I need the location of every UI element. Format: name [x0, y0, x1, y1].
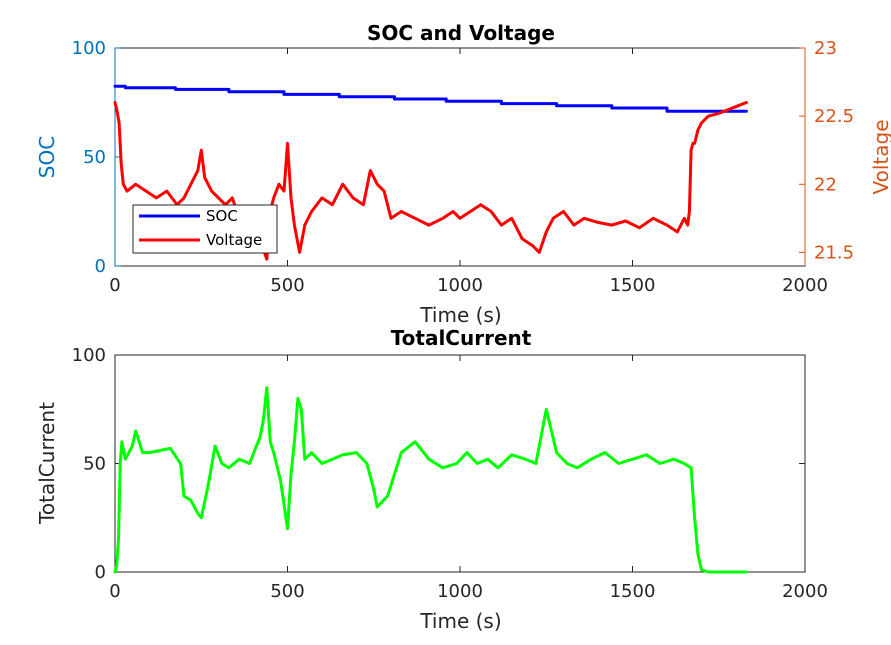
- soc-voltage-chart: 0 500 1000 1500 2000 0 50 100 21.5 22 22.5 23 SOC a…: [35, 21, 891, 327]
- top-y-right-tick-label: 21.5: [814, 242, 854, 263]
- top-y-right-axis-label: Voltage: [869, 119, 891, 194]
- top-x-tick-label: 2000: [782, 275, 828, 296]
- top-x-tick-label: 1500: [610, 275, 656, 296]
- top-y-right-tick-label: 23: [814, 38, 837, 59]
- top-x-tick-label: 0: [109, 275, 120, 296]
- legend-box: [132, 204, 278, 254]
- bottom-x-tick-label: 1500: [610, 581, 656, 602]
- bottom-x-axis-label: Time (s): [419, 609, 501, 633]
- top-axis-ticks: 0 500 1000 1500 2000 0 50 100 21.5 22 22.5 23: [72, 38, 854, 296]
- bottom-y-tick-label: 50: [83, 454, 106, 475]
- legend-soc-label: SOC: [206, 207, 238, 225]
- bottom-x-tick-label: 500: [270, 581, 304, 602]
- top-chart-title: SOC and Voltage: [367, 21, 555, 45]
- top-y-axis-label: SOC: [35, 136, 59, 178]
- bottom-y-axis-label: TotalCurrent: [35, 402, 59, 525]
- bottom-axis-ticks: 0 500 1000 1500 2000 0 50 100: [72, 345, 828, 602]
- bottom-plot-area: [114, 354, 806, 573]
- bottom-series-lines: [113, 386, 748, 574]
- top-y-right-tick-label: 22: [814, 174, 837, 195]
- total-current-chart: 0 500 1000 1500 2000 0 50 100 TotalCurrent Time…: [35, 326, 828, 633]
- series-line-voltage: [113, 101, 748, 261]
- series-line-soc: [113, 84, 748, 113]
- legend-voltage-label: Voltage: [206, 231, 262, 249]
- top-x-tick-label: 1000: [437, 275, 483, 296]
- series-line-totalcurrent: [113, 386, 748, 574]
- top-x-axis-label: Time (s): [419, 303, 501, 327]
- bottom-x-tick-label: 1000: [437, 581, 483, 602]
- bottom-y-tick-label: 0: [95, 562, 106, 583]
- bottom-x-tick-label: 2000: [782, 581, 828, 602]
- top-y-tick-label: 100: [72, 38, 106, 59]
- bottom-x-tick-label: 0: [109, 581, 120, 602]
- bottom-y-tick-label: 100: [72, 345, 106, 366]
- bottom-chart-title: TotalCurrent: [391, 326, 532, 350]
- legend: SOC Voltage: [132, 204, 278, 254]
- top-series-lines: [113, 84, 748, 261]
- top-y-right-tick-label: 22.5: [814, 106, 854, 127]
- top-x-tick-label: 500: [270, 275, 304, 296]
- top-y-tick-label: 50: [83, 147, 106, 168]
- top-y-tick-label: 0: [95, 256, 106, 277]
